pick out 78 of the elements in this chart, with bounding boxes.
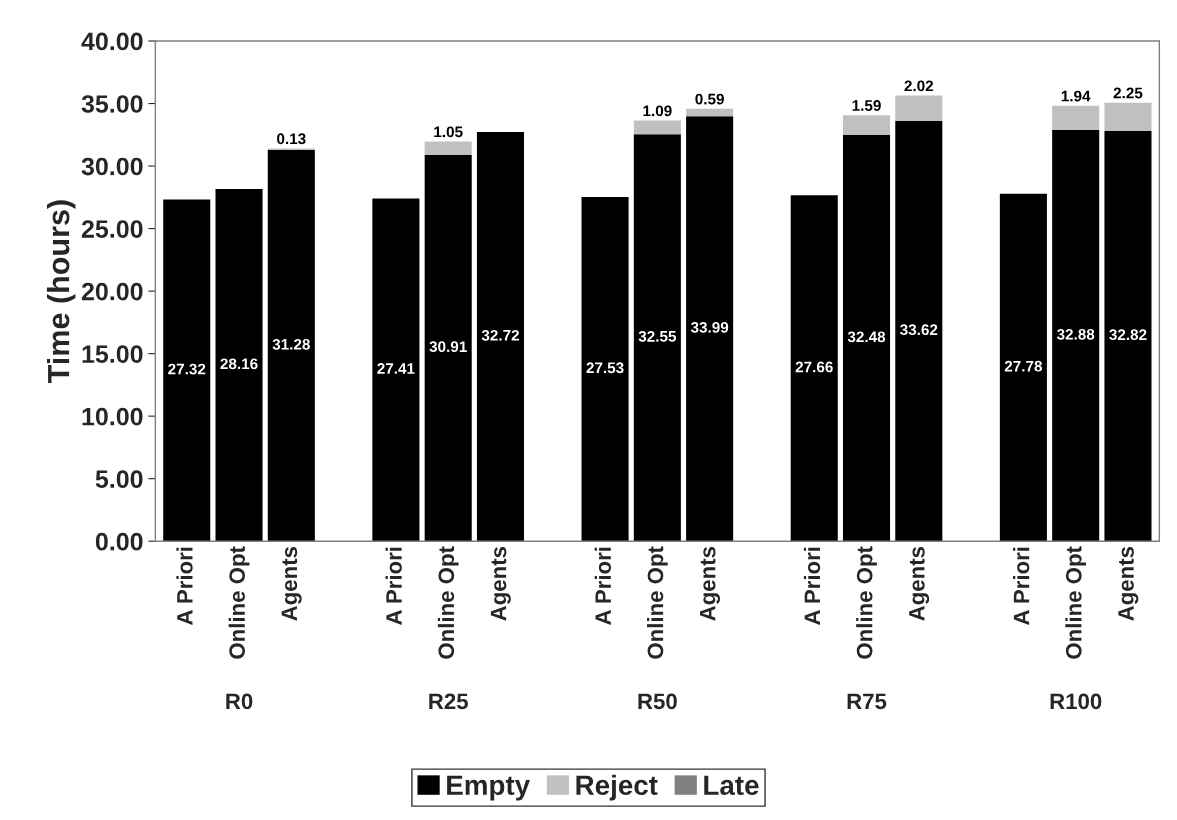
- x-tick-label: Online Opt: [437, 546, 459, 659]
- x-tick-label: Agents: [909, 546, 930, 621]
- x-tick-label: A Priori: [1013, 547, 1030, 625]
- data-label: 33.99: [690, 321, 729, 333]
- x-tick-label: A Priori: [594, 547, 612, 625]
- bar: [163, 199, 211, 542]
- data-label: 33.62: [900, 324, 938, 336]
- bar: [842, 115, 891, 136]
- bar: [267, 150, 315, 542]
- data-label: 1.94: [1061, 90, 1091, 102]
- data-label: 27.32: [168, 363, 206, 375]
- data-label: 1.59: [852, 100, 881, 111]
- data-label: 32.88: [1056, 328, 1095, 340]
- data-label: 2.25: [1113, 87, 1143, 99]
- text: R0: [226, 693, 253, 710]
- bar: [1104, 130, 1152, 542]
- data-label: 1.05: [434, 126, 463, 138]
- data-label: 27.66: [795, 361, 833, 373]
- bar: [790, 195, 838, 542]
- x-tick-label: Agents: [281, 546, 302, 621]
- data-label: 1.09: [643, 105, 672, 117]
- data-label: 32.48: [847, 331, 886, 343]
- x-tick-label: Online Opt: [1065, 546, 1087, 659]
- bar: [372, 198, 420, 542]
- data-label: 30.91: [429, 341, 467, 353]
- y-tick-label: 5.00: [95, 470, 143, 488]
- y-tick-label: 15.00: [82, 345, 143, 363]
- bar: [581, 196, 629, 542]
- data-label: 2.02: [904, 80, 934, 92]
- x-tick-label: A Priori: [803, 547, 821, 625]
- data-label: 28.16: [220, 358, 258, 370]
- x-tick-label: A Priori: [176, 547, 193, 625]
- y-tick-label: 10.00: [82, 407, 143, 426]
- y-tick-label: 40.00: [81, 32, 143, 51]
- data-label: 32.72: [481, 329, 519, 341]
- bar: [842, 135, 891, 542]
- y-tick-label: 35.00: [81, 95, 143, 113]
- text: R100: [1050, 693, 1102, 710]
- data-label: 27.53: [586, 362, 624, 374]
- bar: [1104, 102, 1152, 131]
- bar: [895, 95, 943, 121]
- y-axis-title: Time (hours): [46, 200, 76, 383]
- legend-label: Reject: [576, 774, 658, 801]
- bar: [476, 132, 525, 542]
- text: R50: [638, 693, 677, 710]
- bar: [895, 120, 943, 542]
- x-tick-label: Online Opt: [856, 546, 877, 659]
- x-tick-label: Agents: [700, 546, 720, 621]
- y-tick-label: 0.00: [95, 532, 143, 551]
- bar: [424, 141, 472, 155]
- x-tick-label: A Priori: [385, 547, 402, 625]
- y-tick-label: 25.00: [81, 220, 143, 238]
- bar: [424, 154, 472, 542]
- bar: [215, 189, 263, 542]
- text: R25: [429, 693, 468, 710]
- y-tick-label: 20.00: [81, 282, 143, 301]
- bar: [686, 116, 734, 542]
- bar: [633, 120, 681, 135]
- legend-label: Late: [704, 775, 759, 796]
- text: R75: [847, 693, 887, 710]
- bar: [1052, 130, 1100, 542]
- data-label: 27.78: [1004, 360, 1043, 372]
- bar: [1052, 105, 1100, 131]
- x-tick-label: Online Opt: [647, 546, 668, 659]
- bar: [633, 134, 681, 542]
- bar: [686, 108, 734, 117]
- data-label: 0.59: [695, 93, 724, 105]
- y-tick-label: 30.00: [81, 157, 143, 176]
- bar: [999, 193, 1047, 542]
- x-tick-label: Agents: [1118, 546, 1139, 621]
- data-label: 0.13: [277, 133, 306, 145]
- data-label: 32.55: [638, 330, 677, 342]
- data-label: 31.28: [272, 338, 310, 350]
- legend-label: Empty: [447, 775, 530, 801]
- x-tick-label: Online Opt: [228, 546, 250, 659]
- data-label: 32.82: [1109, 329, 1147, 341]
- data-label: 27.41: [377, 363, 415, 374]
- x-tick-label: Agents: [490, 546, 511, 621]
